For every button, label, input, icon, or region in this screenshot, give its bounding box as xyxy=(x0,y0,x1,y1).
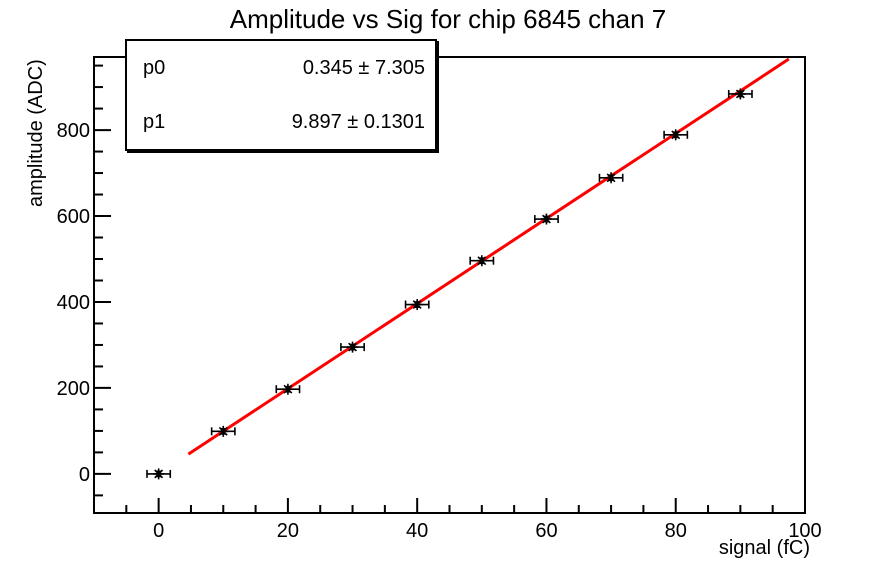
y-tick-label: 800 xyxy=(57,120,90,142)
stats-param-name: p0 xyxy=(143,56,166,79)
data-point xyxy=(275,383,301,395)
x-axis-title: signal (fC) xyxy=(718,537,810,559)
x-tick-label: 80 xyxy=(665,520,687,542)
data-point xyxy=(663,129,689,141)
y-tick-label: 600 xyxy=(57,206,90,228)
axes: 0 20 40 60 80 100 0 200 400 600 800 xyxy=(57,56,822,542)
x-tick-label: 100 xyxy=(788,520,821,542)
data-point xyxy=(146,468,172,480)
chart-title: Amplitude vs Sig for chip 6845 chan 7 xyxy=(229,4,667,34)
stats-row-p0: p0 0.345 ± 7.305 xyxy=(127,57,435,80)
fit-stats-box: p0 0.345 ± 7.305 p1 9.897 ± 0.1301 xyxy=(125,39,437,151)
y-tick-label: 0 xyxy=(79,464,90,486)
stats-param-value: 9.897 ± 0.1301 xyxy=(291,110,425,133)
data-point xyxy=(534,213,559,225)
data-points xyxy=(146,88,753,480)
data-point xyxy=(469,255,495,267)
stats-row-p1: p1 9.897 ± 0.1301 xyxy=(127,111,435,134)
y-tick-label: 400 xyxy=(57,292,90,314)
x-tick-label: 60 xyxy=(535,520,557,542)
x-tick-label: 0 xyxy=(153,520,164,542)
stats-param-value: 0.345 ± 7.305 xyxy=(302,56,425,79)
data-point xyxy=(340,341,365,353)
x-tick-label: 40 xyxy=(406,520,428,542)
data-point xyxy=(727,88,753,100)
y-tick-label: 200 xyxy=(57,378,90,400)
x-tick-label: 20 xyxy=(277,520,299,542)
data-point xyxy=(598,172,624,184)
data-point xyxy=(210,425,236,437)
stats-param-name: p1 xyxy=(143,110,166,133)
data-point xyxy=(404,299,430,311)
